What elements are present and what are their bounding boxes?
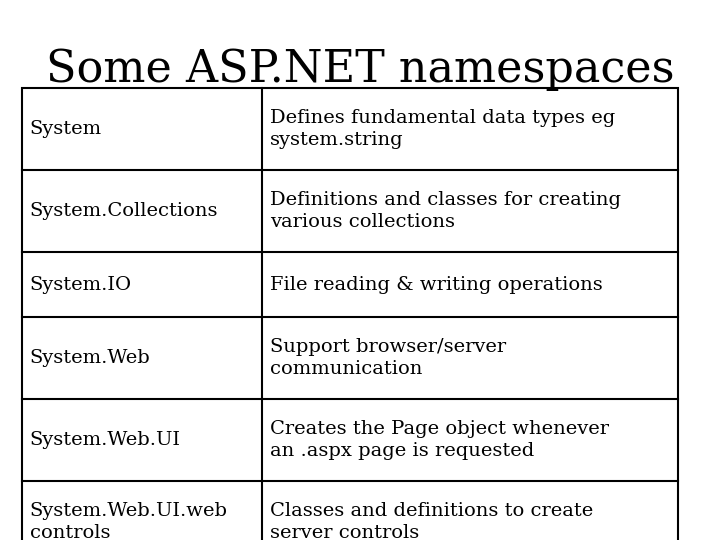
Text: Classes and definitions to create
server controls: Classes and definitions to create server… — [270, 502, 593, 540]
Text: Some ASP.NET namespaces: Some ASP.NET namespaces — [46, 48, 674, 91]
Text: System.IO: System.IO — [30, 275, 132, 294]
Bar — [22, 88, 678, 540]
Text: System: System — [30, 120, 102, 138]
Text: File reading & writing operations: File reading & writing operations — [270, 275, 603, 294]
Text: Definitions and classes for creating
various collections: Definitions and classes for creating var… — [270, 191, 621, 232]
Text: Creates the Page object whenever
an .aspx page is requested: Creates the Page object whenever an .asp… — [270, 420, 609, 461]
Text: System.Web: System.Web — [30, 349, 150, 367]
Text: System.Web.UI.web
controls: System.Web.UI.web controls — [30, 502, 228, 540]
Text: System.Web.UI: System.Web.UI — [30, 431, 181, 449]
Text: Defines fundamental data types eg
system.string: Defines fundamental data types eg system… — [270, 109, 615, 150]
Text: Support browser/server
communication: Support browser/server communication — [270, 338, 506, 379]
Text: System.Collections: System.Collections — [30, 202, 218, 220]
